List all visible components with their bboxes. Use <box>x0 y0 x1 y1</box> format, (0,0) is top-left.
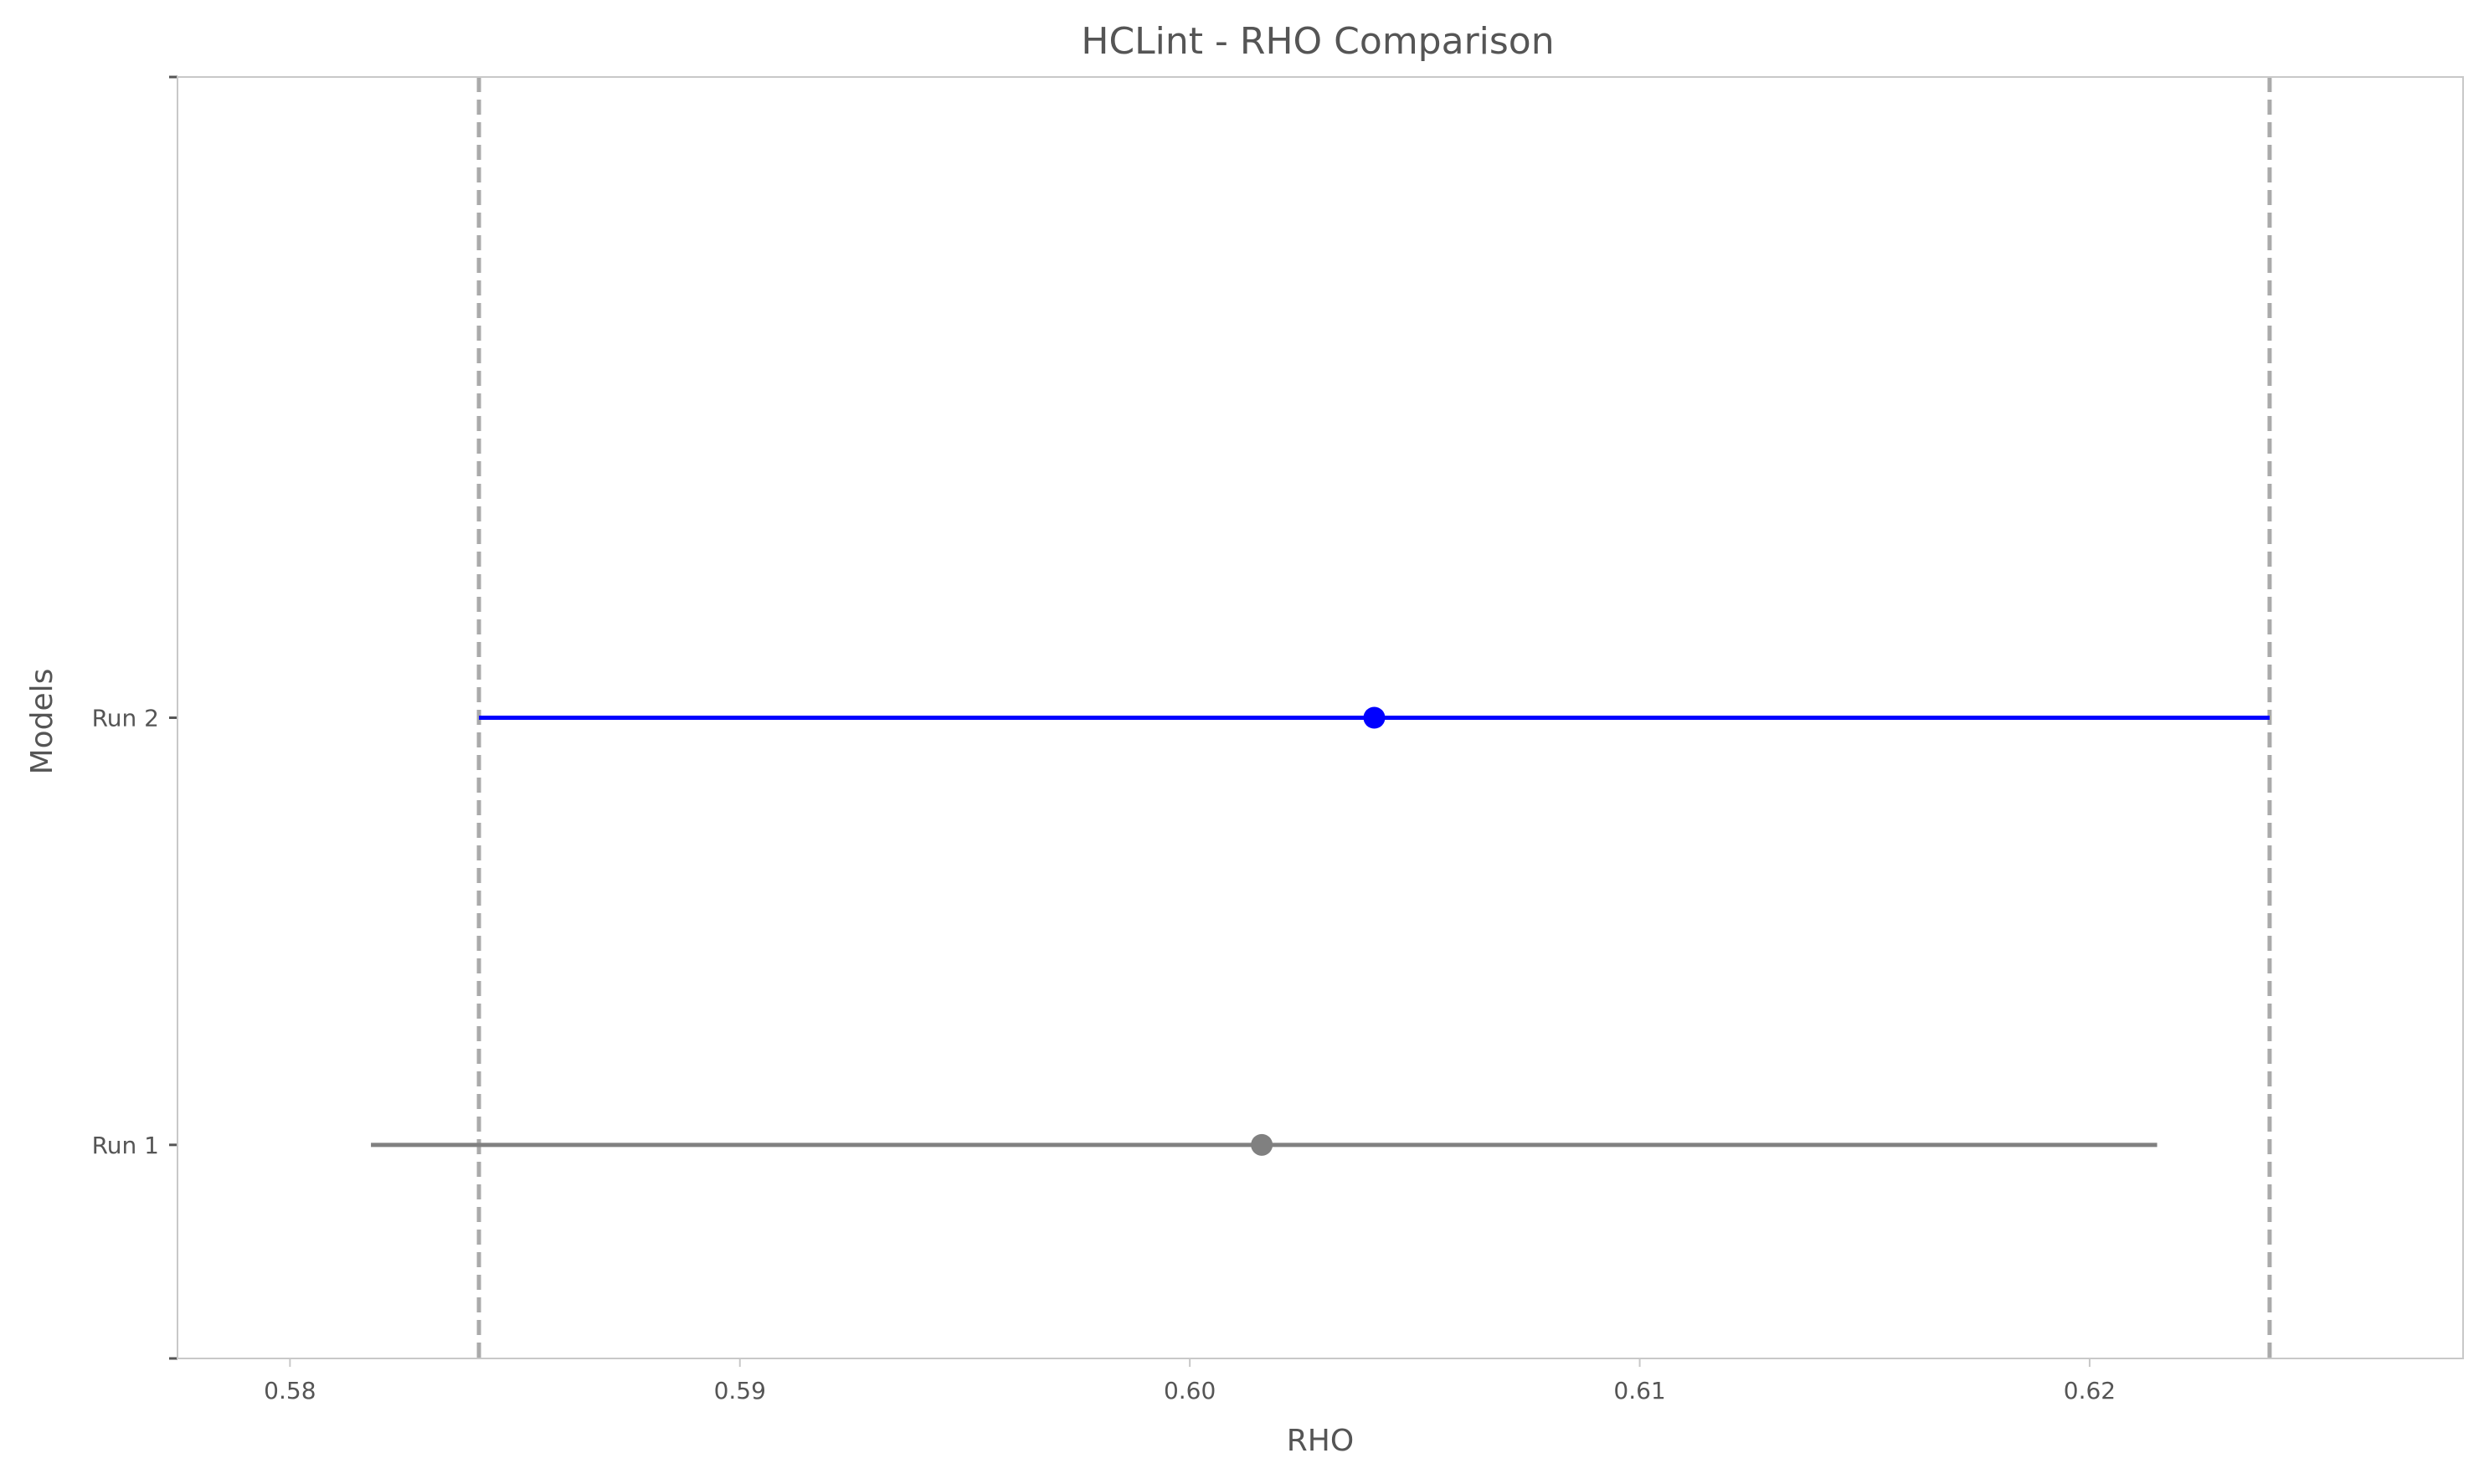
y-tick-label: Run 2 <box>92 705 159 732</box>
y-axis-label: Models <box>25 669 59 775</box>
x-tick-label: 0.61 <box>1613 1377 1665 1404</box>
y-tick-label: Run 1 <box>92 1132 159 1159</box>
point-run-1 <box>1251 1133 1273 1156</box>
chart-title: HCLint - RHO Comparison <box>1081 20 1554 63</box>
x-axis-label: RHO <box>1287 1424 1354 1458</box>
x-tick-label: 0.59 <box>714 1377 766 1404</box>
plot-frame <box>177 76 2464 1359</box>
x-tick-label: 0.60 <box>1164 1377 1216 1404</box>
point-run-2 <box>1363 706 1386 729</box>
x-tick-label: 0.58 <box>264 1377 316 1404</box>
x-tick-label: 0.62 <box>2064 1377 2116 1404</box>
